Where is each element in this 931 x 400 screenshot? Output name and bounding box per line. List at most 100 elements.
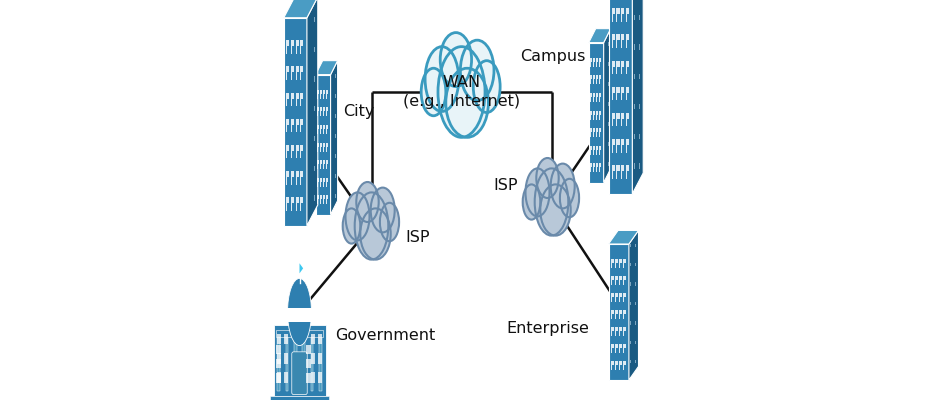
Bar [306, 359, 311, 368]
Bar [284, 18, 307, 226]
Bar [619, 331, 620, 336]
Bar [277, 334, 281, 344]
Bar [600, 93, 601, 97]
Text: ISP: ISP [493, 178, 518, 194]
Bar [286, 66, 290, 72]
Bar [614, 276, 617, 280]
Bar [597, 163, 599, 168]
Bar [597, 146, 599, 150]
Bar [295, 99, 297, 106]
Ellipse shape [560, 179, 579, 217]
Text: WAN
(e.g., Internet): WAN (e.g., Internet) [403, 74, 520, 109]
Bar [301, 177, 302, 184]
Bar [621, 93, 622, 100]
Bar [611, 344, 614, 348]
Bar [600, 163, 601, 168]
Bar [590, 93, 592, 97]
Bar [286, 92, 290, 99]
Bar [600, 58, 601, 62]
Bar [621, 139, 625, 145]
Ellipse shape [425, 47, 459, 112]
Bar [626, 145, 627, 152]
Bar [326, 90, 329, 94]
Polygon shape [316, 61, 338, 75]
Bar [326, 160, 329, 164]
Bar [286, 125, 288, 132]
Bar [593, 110, 596, 115]
Bar [593, 146, 596, 150]
Bar [295, 72, 297, 80]
Bar [326, 195, 329, 200]
Bar [619, 348, 620, 353]
Bar [611, 280, 612, 285]
Bar [623, 327, 626, 331]
Bar [619, 327, 622, 331]
Bar [590, 58, 592, 62]
Ellipse shape [355, 192, 388, 260]
Bar [621, 14, 622, 22]
Bar [611, 293, 614, 297]
Bar [323, 90, 325, 94]
Bar [611, 263, 612, 268]
Bar [623, 276, 626, 280]
Bar [612, 14, 613, 22]
Bar [623, 314, 624, 319]
Text: Campus: Campus [520, 48, 586, 64]
Bar [626, 40, 627, 48]
Bar [295, 92, 299, 99]
Bar [612, 87, 614, 93]
Ellipse shape [380, 203, 399, 241]
Bar [290, 40, 294, 46]
Bar [611, 297, 612, 302]
Bar [320, 160, 322, 164]
Bar [290, 177, 292, 184]
Bar [317, 372, 322, 382]
Bar [317, 125, 319, 129]
Bar [286, 333, 289, 391]
Bar [295, 171, 299, 177]
Bar [277, 354, 281, 364]
Bar [621, 60, 625, 67]
Bar [294, 333, 297, 391]
Ellipse shape [440, 33, 472, 87]
Bar [626, 67, 627, 74]
Bar [301, 119, 304, 125]
Bar [316, 75, 331, 215]
FancyBboxPatch shape [291, 352, 307, 395]
Bar [611, 365, 612, 370]
Bar [323, 178, 325, 182]
Bar [295, 145, 299, 151]
Bar [626, 8, 629, 14]
Bar [616, 14, 617, 22]
Bar [616, 34, 619, 40]
Polygon shape [629, 230, 639, 380]
Bar [590, 146, 592, 150]
Bar [326, 142, 329, 147]
Bar [593, 93, 596, 97]
Bar [619, 344, 622, 348]
Bar [619, 263, 620, 268]
Bar [621, 165, 625, 171]
Bar [284, 334, 288, 344]
Bar [320, 90, 322, 94]
Bar [616, 165, 619, 171]
Bar [597, 58, 599, 62]
Bar [621, 119, 622, 126]
Bar [290, 312, 309, 326]
Bar [311, 372, 315, 382]
Bar [626, 60, 629, 67]
Bar [621, 67, 622, 74]
Polygon shape [609, 230, 639, 244]
Bar [593, 128, 596, 132]
Bar [290, 203, 292, 211]
Bar [320, 107, 322, 112]
Bar [301, 72, 302, 80]
Polygon shape [284, 0, 317, 18]
Bar [626, 87, 629, 93]
Bar [319, 333, 322, 391]
Bar [612, 139, 614, 145]
Bar [270, 396, 330, 400]
Bar [619, 276, 622, 280]
Ellipse shape [525, 168, 549, 216]
Bar [317, 354, 322, 364]
